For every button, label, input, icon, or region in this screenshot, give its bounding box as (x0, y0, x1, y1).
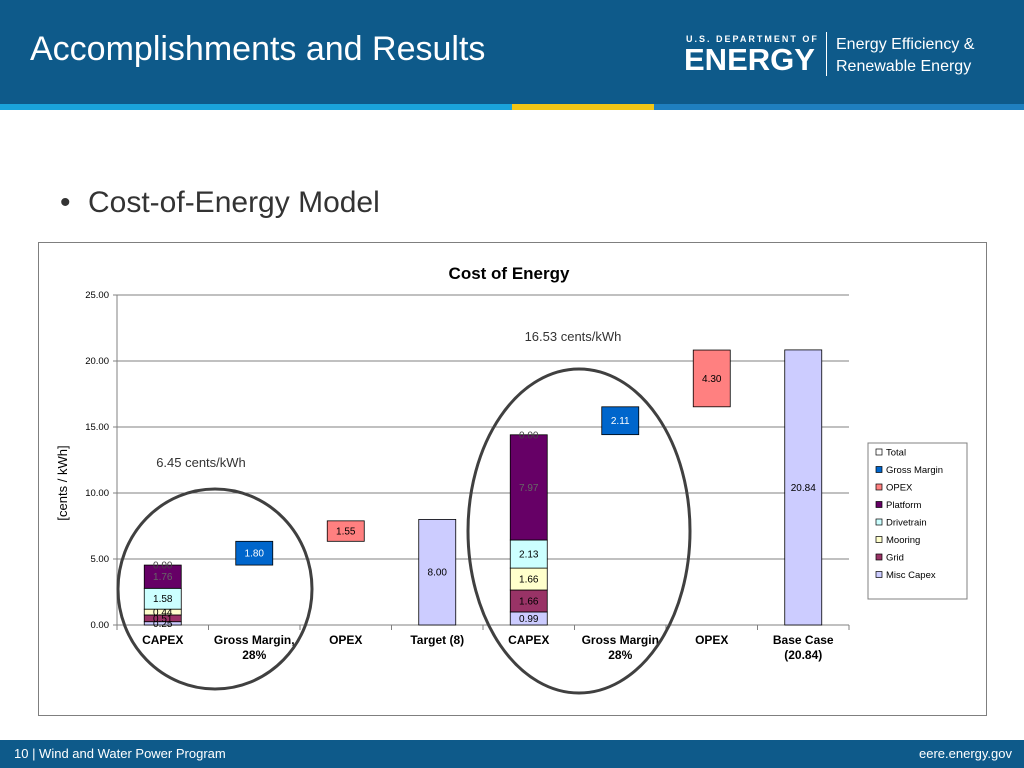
logo-divider (826, 32, 827, 76)
legend-swatch (875, 483, 883, 491)
stripe-blue (654, 104, 1024, 110)
legend-label: Total (886, 448, 906, 459)
legend-label: Mooring (886, 535, 920, 546)
bar-data-label: 0.44 (153, 608, 173, 619)
legend-swatch (875, 553, 883, 561)
bar-data-label: 1.80 (245, 549, 265, 560)
bar-data-label: 1.76 (153, 572, 173, 583)
bullet-dot-icon: • (60, 186, 71, 219)
highlight-ellipse-1 (116, 487, 314, 691)
eere-logo-text: Energy Efficiency & Renewable Energy (836, 34, 974, 78)
y-tick-label: 15.00 (85, 422, 109, 433)
bullet-text: Cost-of-Energy Model (88, 186, 380, 219)
legend-label: Drivetrain (886, 518, 927, 529)
bar-data-label: 1.66 (519, 596, 539, 607)
footer-program: 10 | Wind and Water Power Program (14, 746, 226, 761)
legend-label: Gross Margin (886, 465, 943, 476)
y-axis-label: [cents / kWh] (55, 445, 70, 520)
legend-swatch (875, 448, 883, 456)
x-tick-label: OPEX (329, 633, 362, 647)
bar-data-label: 0.99 (519, 614, 539, 625)
bar-data-label: 0.00 (519, 430, 539, 441)
bar-data-label: 2.13 (519, 550, 539, 561)
chart-title: Cost of Energy (449, 264, 570, 283)
x-tick-label: CAPEX (508, 633, 549, 647)
y-tick-label: 20.00 (85, 356, 109, 367)
page-title: Accomplishments and Results (30, 30, 486, 68)
eere-line-1: Energy Efficiency & (836, 36, 975, 53)
x-tick-label: Gross Margin 28% (582, 633, 659, 662)
x-tick-label: OPEX (695, 633, 728, 647)
cost-of-energy-chart: Cost of Energy [cents / kWh] 0.00 5.00 10.… (55, 264, 968, 695)
x-tick-label: Target (8) (410, 633, 464, 647)
bar-data-label: 0.25 (153, 619, 173, 630)
legend-swatch (875, 571, 883, 578)
bar-data-label: 0.00 (153, 561, 173, 572)
legend-swatch (875, 501, 883, 508)
eere-line-2: Renewable Energy (836, 58, 972, 75)
y-tick-label: 5.00 (91, 554, 110, 565)
annotation-capex-1: 6.45 cents/kWh (156, 455, 246, 470)
bar-data-label: 2.11 (611, 416, 630, 427)
bar-data-label: 7.97 (519, 483, 539, 494)
legend-swatch (875, 466, 883, 473)
doe-logo-energy: ENERGY (684, 42, 815, 77)
bar-segment (692, 349, 731, 408)
bar-segment (509, 434, 548, 541)
bar-segment (235, 540, 274, 566)
x-tick-label: CAPEX (142, 633, 183, 647)
bar-data-label: 0.51 (153, 614, 173, 625)
legend-label: Platform (886, 500, 921, 511)
header-bar: Accomplishments and Results U.S. DEPARTM… (0, 0, 1024, 104)
annotation-capex-2: 16.53 cents/kWh (525, 329, 622, 344)
bar-segment (418, 518, 457, 626)
y-tick-label: 10.00 (85, 488, 109, 499)
stripe-yellow (512, 104, 654, 110)
y-tick-label: 25.00 (85, 290, 109, 301)
bar-data-label: 1.58 (153, 594, 173, 605)
x-tick-label: Gross Margin, 28% (214, 633, 295, 662)
bar-data-label: 4.30 (702, 374, 722, 385)
legend-label: Misc Capex (886, 570, 936, 581)
legend-label: OPEX (886, 483, 913, 494)
bar-data-label: 1.66 (519, 575, 539, 586)
bullet-item: • Cost-of-Energy Model (60, 186, 380, 220)
legend-box (867, 442, 968, 600)
bar-segment (326, 520, 365, 542)
bar-segment (143, 564, 182, 589)
highlight-ellipse-2 (466, 367, 692, 695)
legend-label: Grid (886, 553, 904, 564)
legend-swatch (875, 518, 883, 526)
bar-data-label: 20.84 (791, 483, 816, 494)
bar-data-label: 8.00 (428, 568, 448, 579)
bar-data-label: 1.55 (336, 527, 356, 538)
legend-swatch (875, 536, 883, 543)
bar-segment (784, 349, 823, 626)
doe-logo-small-text: U.S. DEPARTMENT OF (686, 34, 819, 44)
stripe-light-blue (0, 104, 512, 110)
bar-segment (601, 406, 640, 436)
x-tick-label: Base Case (20.84) (773, 633, 834, 662)
footer-website: eere.energy.gov (919, 746, 1012, 761)
footer-bar: 10 | Wind and Water Power Program eere.e… (0, 740, 1024, 768)
chart-container: Cost of Energy [cents / kWh] 0.00 5.00 10.… (38, 242, 987, 716)
y-tick-label: 0.00 (91, 620, 110, 631)
